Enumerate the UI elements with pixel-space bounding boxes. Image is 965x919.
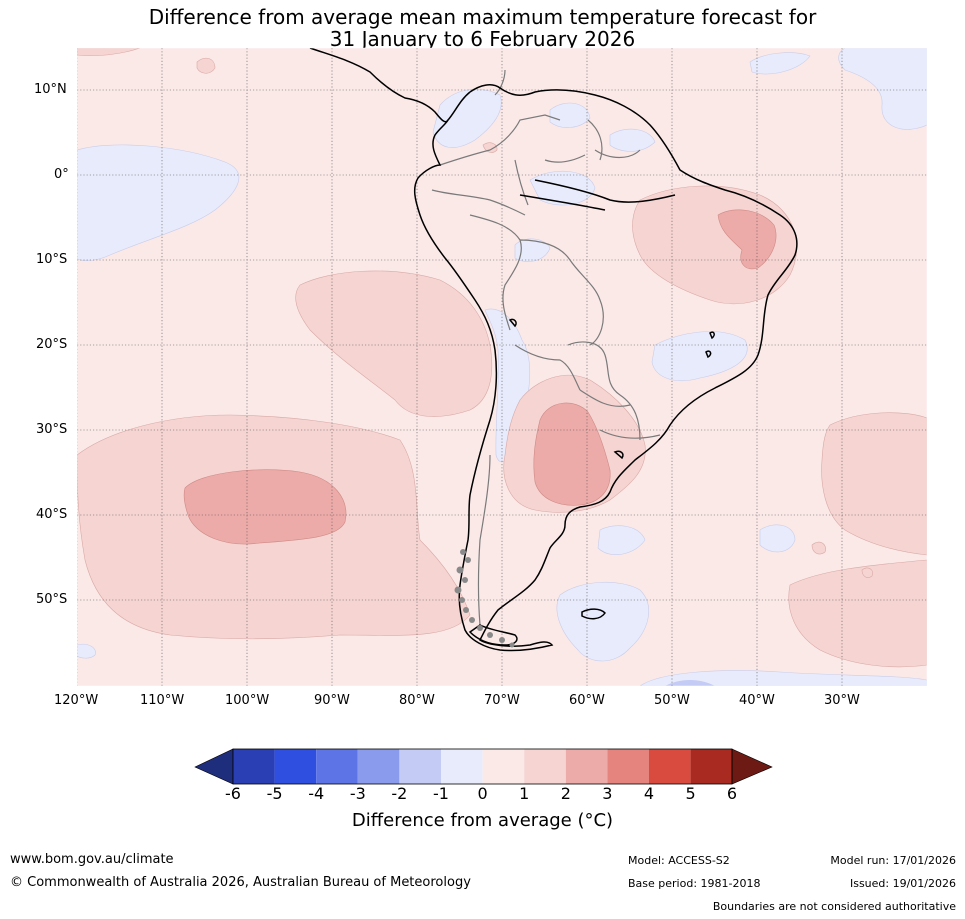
colorbar-tick-label: 3 (602, 784, 613, 803)
cool-area-guiana-east (609, 128, 656, 152)
colorbar-cell-5 (399, 749, 441, 784)
lat-label-20s: 20°S (36, 337, 68, 352)
map-title-line-2: 31 January to 6 February 2026 (329, 27, 636, 51)
warm-area-small-5 (77, 48, 141, 57)
cool-area-amazon (529, 170, 596, 206)
warm-anomaly-areas-1-2 (77, 48, 927, 668)
cool-area-northeast-small (749, 52, 811, 75)
country-borders (431, 69, 661, 626)
cool-area-guiana (549, 102, 591, 128)
graticule (77, 48, 927, 686)
colorbar-cell-4 (357, 749, 400, 784)
coastline-lake-titicaca (508, 318, 517, 328)
cool-area-far-east (759, 524, 796, 553)
colorbar (194, 748, 773, 785)
cool-area-falklands (556, 581, 649, 662)
colorbar-cell-10 (607, 749, 649, 784)
lon-label-60w: 60°W (569, 693, 605, 708)
cool-area-bolivia (514, 238, 551, 262)
colorbar-tick-label: 5 (685, 784, 696, 803)
map-title-line-1: Difference from average mean maximum tem… (148, 5, 817, 29)
coastline-amazon-river (534, 179, 676, 203)
footer-url: www.bom.gov.au/climate (10, 852, 174, 867)
coastline-falkland-islands (581, 608, 606, 620)
colorbar-cell-9 (565, 749, 608, 784)
warm-area-south-atlantic-east (821, 412, 927, 556)
coastline-patos-lagoon (613, 450, 624, 460)
colorbar-label: Difference from average (°C) (351, 810, 614, 831)
warm-core-pacific (183, 469, 347, 545)
footer-model: Model: ACCESS-S2 (628, 854, 730, 867)
cool-area-south-atlantic-small (597, 525, 646, 555)
lon-label-50w: 50°W (654, 693, 690, 708)
warm-core-la-plata (533, 402, 611, 506)
lon-label-40w: 40°W (739, 693, 775, 708)
lon-label-110w: 110°W (140, 693, 185, 708)
footer-base-period: Base period: 1981-2018 (628, 877, 761, 890)
lat-label-10n: 10°N (34, 82, 67, 97)
colorbar-frame (232, 748, 733, 785)
lon-label-120w: 120°W (54, 693, 99, 708)
warm-area-small-2 (482, 142, 498, 153)
cool-anomaly-areas (77, 48, 927, 686)
warm-area-small-1 (196, 57, 216, 74)
footer-disclaimer: Boundaries are not considered authoritat… (712, 900, 956, 913)
coastline-south-america (413, 84, 798, 652)
lon-label-100w: 100°W (225, 693, 270, 708)
cool-spot-bottom (665, 680, 715, 686)
warm-core-northeast-brazil (717, 209, 777, 270)
colorbar-tick-label: 4 (643, 784, 655, 803)
colorbar-cell-3 (316, 749, 358, 784)
lon-label-30w: 30°W (824, 693, 860, 708)
coastline-bahia-lakes (705, 331, 715, 359)
colorbar-cell-6 (441, 749, 483, 784)
warm-area-far-southeast (788, 559, 927, 668)
colorbar-tick-label: 2 (560, 784, 571, 803)
colorbar-tick-label: -2 (391, 784, 408, 803)
lat-label-50s: 50°S (36, 592, 68, 607)
colorbar-tick-label: -6 (225, 784, 241, 803)
colorbar-cell-11 (649, 749, 691, 784)
colorbar-cell-1 (233, 749, 275, 784)
cool-area-southeast-brazil (651, 331, 748, 382)
lat-label-0: 0° (54, 167, 69, 182)
warm-anomaly-areas-2-3 (183, 209, 777, 545)
warm-area-small-3 (811, 541, 826, 555)
coastline-amazon-river-2 (519, 194, 606, 211)
colorbar-tick-label: 0 (477, 784, 488, 803)
warm-area-small-4 (861, 567, 873, 578)
lon-label-90w: 90°W (314, 693, 350, 708)
footer-copyright: © Commonwealth of Australia 2026, Austra… (10, 875, 471, 890)
cool-area-southwest-corner (77, 643, 96, 659)
lat-label-30s: 30°S (36, 422, 68, 437)
colorbar-cell-0 (194, 748, 234, 785)
colorbar-cell-7 (482, 749, 525, 784)
lon-label-80w: 80°W (399, 693, 435, 708)
colorbar-tick-label: 6 (726, 784, 738, 803)
coastline-tierra-del-fuego (468, 624, 518, 646)
lat-label-10s: 10°S (36, 252, 68, 267)
lat-label-40s: 40°S (36, 507, 68, 522)
coastline (309, 48, 798, 652)
warm-area-pacific-central (295, 270, 493, 417)
colorbar-tick-label: -5 (266, 784, 283, 803)
coastline-central-america (309, 48, 471, 123)
colorbar-cell-13 (731, 748, 773, 785)
chilean-archipelago (454, 549, 515, 648)
footer-model-run: Model run: 17/01/2026 (830, 854, 956, 867)
footer-issued: Issued: 19/01/2026 (849, 877, 956, 890)
lon-label-70w: 70°W (484, 693, 520, 708)
colorbar-tick-label: -3 (349, 784, 366, 803)
cool-area-caribbean (432, 89, 502, 148)
colorbar-tick-label: -1 (433, 784, 449, 803)
cool-area-equatorial-pacific (77, 144, 239, 261)
colorbar-tick-label: 1 (519, 784, 530, 803)
cool-area-northeast (838, 48, 927, 130)
colorbar-cell-12 (690, 749, 732, 784)
colorbar-cell-2 (274, 749, 317, 784)
colorbar-tick-label: -4 (308, 784, 325, 803)
map-frame (76, 47, 928, 687)
colorbar-cell-8 (524, 749, 566, 784)
